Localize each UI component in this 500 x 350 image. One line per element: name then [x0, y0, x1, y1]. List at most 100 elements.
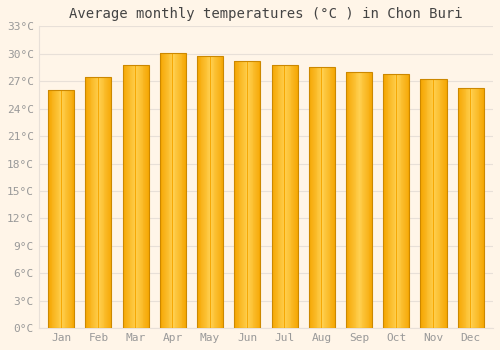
Bar — [177, 53, 178, 328]
Bar — [284, 65, 285, 328]
Bar — [426, 79, 428, 328]
Bar — [433, 79, 434, 328]
Bar — [172, 53, 174, 328]
Bar — [247, 61, 248, 328]
Bar — [433, 79, 434, 328]
Bar — [330, 68, 332, 328]
Bar — [383, 74, 409, 328]
Bar — [278, 65, 280, 328]
Bar — [247, 61, 248, 328]
Bar — [247, 61, 248, 328]
Bar — [135, 65, 136, 328]
Bar — [470, 89, 471, 328]
Bar — [247, 61, 248, 328]
Bar — [406, 74, 408, 328]
Bar — [433, 79, 434, 328]
Bar — [135, 65, 136, 328]
Bar — [420, 79, 446, 328]
Bar — [425, 79, 426, 328]
Bar — [247, 61, 248, 328]
Bar — [172, 53, 174, 328]
Bar — [214, 56, 216, 328]
Bar — [470, 89, 471, 328]
Bar — [283, 65, 284, 328]
Bar — [433, 79, 434, 328]
Bar — [284, 65, 285, 328]
Bar — [104, 77, 106, 328]
Bar — [168, 53, 170, 328]
Bar — [284, 65, 285, 328]
Bar — [346, 72, 347, 328]
Bar — [358, 72, 360, 328]
Bar — [170, 53, 171, 328]
Bar — [60, 90, 62, 328]
Bar — [126, 65, 127, 328]
Bar — [50, 90, 51, 328]
Bar — [172, 53, 174, 328]
Bar — [433, 79, 434, 328]
Bar — [422, 79, 423, 328]
Bar — [358, 72, 360, 328]
Bar — [351, 72, 352, 328]
Bar — [135, 65, 136, 328]
Bar — [72, 90, 74, 328]
Bar — [470, 89, 471, 328]
Bar — [60, 90, 62, 328]
Bar — [358, 72, 360, 328]
Bar — [247, 61, 248, 328]
Bar — [308, 68, 310, 328]
Bar — [63, 90, 64, 328]
Bar — [98, 77, 99, 328]
Bar — [352, 72, 353, 328]
Bar — [433, 79, 434, 328]
Bar — [57, 90, 58, 328]
Bar — [172, 53, 174, 328]
Bar — [122, 65, 148, 328]
Bar — [98, 77, 99, 328]
Bar — [98, 77, 99, 328]
Bar — [288, 65, 289, 328]
Bar — [433, 79, 434, 328]
Bar — [464, 89, 466, 328]
Bar — [99, 77, 100, 328]
Bar — [172, 53, 174, 328]
Bar — [470, 89, 471, 328]
Bar — [460, 89, 461, 328]
Bar — [358, 72, 360, 328]
Bar — [98, 77, 99, 328]
Bar — [437, 79, 438, 328]
Bar — [358, 72, 359, 328]
Bar — [67, 90, 68, 328]
Bar — [295, 65, 296, 328]
Bar — [61, 90, 62, 328]
Bar — [358, 72, 360, 328]
Bar — [284, 65, 285, 328]
Bar — [247, 61, 248, 328]
Bar — [247, 61, 248, 328]
Bar — [58, 90, 59, 328]
Bar — [433, 79, 434, 328]
Bar — [469, 89, 470, 328]
Bar — [433, 79, 434, 328]
Bar — [470, 89, 471, 328]
Bar — [179, 53, 180, 328]
Bar — [247, 61, 248, 328]
Bar — [138, 65, 139, 328]
Bar — [327, 68, 328, 328]
Bar — [284, 65, 285, 328]
Bar — [399, 74, 400, 328]
Bar — [173, 53, 174, 328]
Bar — [458, 89, 460, 328]
Bar — [332, 68, 333, 328]
Bar — [139, 65, 140, 328]
Bar — [166, 53, 167, 328]
Bar — [60, 90, 62, 328]
Bar — [216, 56, 217, 328]
Bar — [60, 90, 62, 328]
Bar — [393, 74, 394, 328]
Bar — [125, 65, 126, 328]
Bar — [234, 61, 260, 328]
Bar — [252, 61, 254, 328]
Bar — [60, 90, 62, 328]
Bar — [438, 79, 440, 328]
